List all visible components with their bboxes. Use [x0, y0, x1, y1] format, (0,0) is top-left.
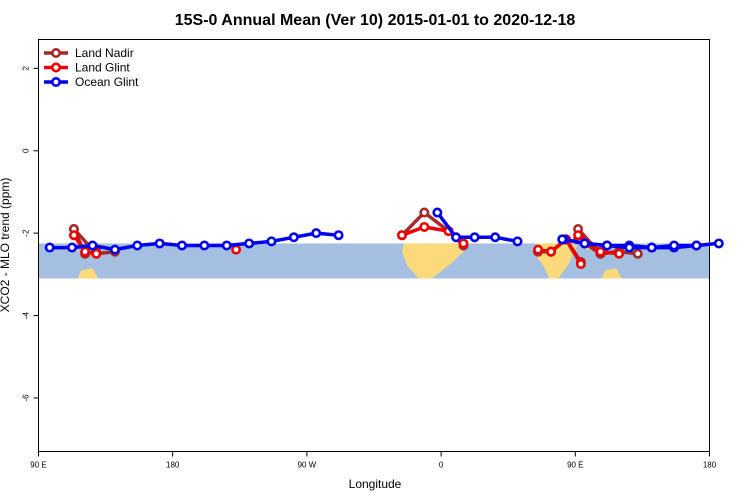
chart-title: 15S-0 Annual Mean (Ver 10) 2015-01-01 to… [175, 12, 576, 29]
series-line-land-glint [537, 237, 583, 265]
data-point-ocean-glint [311, 228, 322, 239]
y-tick-label: -6 [22, 394, 31, 402]
x-tick-label: 90 W [298, 461, 317, 470]
data-point-ocean-glint [713, 238, 724, 249]
data-point-ocean-glint [132, 240, 143, 251]
legend-label-ocean-glint: Ocean Glint [75, 75, 139, 89]
data-point-land-glint [614, 248, 625, 259]
data-point-ocean-glint [432, 207, 443, 218]
land-africa [402, 243, 464, 279]
data-point-ocean-glint [266, 236, 277, 247]
data-point-ocean-glint [512, 236, 523, 247]
y-tick-label: 0 [22, 148, 31, 153]
data-point-land-glint [231, 244, 242, 255]
data-point-land-glint [595, 246, 606, 257]
legend-marker-land-nadir [50, 47, 61, 58]
data-point-ocean-glint [490, 232, 501, 243]
data-point-ocean-glint [624, 242, 635, 253]
data-point-ocean-glint [154, 238, 165, 249]
land-australia-2 [601, 268, 622, 279]
data-point-land-nadir [419, 207, 430, 218]
data-point-land-glint [575, 259, 586, 270]
data-point-ocean-glint [244, 238, 255, 249]
data-point-ocean-glint [601, 240, 612, 251]
data-point-ocean-glint [221, 240, 232, 251]
data-point-ocean-glint [691, 240, 702, 251]
data-point-land-glint [419, 221, 430, 232]
data-point-ocean-glint [109, 244, 120, 255]
x-tick-label: 90 E [567, 461, 583, 470]
x-axis: 90 E 180 90 W 0 90 E 180 [30, 451, 717, 470]
data-point-ocean-glint [67, 242, 78, 253]
data-point-land-glint [396, 230, 407, 241]
data-point-land-glint [573, 230, 584, 241]
data-point-ocean-glint [646, 242, 657, 253]
x-axis-label: Longitude [349, 477, 402, 491]
data-point-ocean-glint [333, 230, 344, 241]
data-point-ocean-glint [669, 240, 680, 251]
data-point-land-glint [458, 238, 469, 249]
data-point-land-glint [91, 248, 102, 259]
x-tick-label: 90 E [30, 461, 46, 470]
y-tick-label: -2 [22, 229, 31, 237]
data-point-land-glint [68, 230, 79, 241]
x-tick-label: 0 [439, 461, 444, 470]
x-tick-label: 180 [166, 461, 180, 470]
data-point-ocean-glint [199, 240, 210, 251]
legend-marker-land-glint [50, 62, 61, 73]
data-point-ocean-glint [177, 240, 188, 251]
legend-marker-ocean-glint [50, 77, 61, 88]
y-axis: 2 0 -2 -4 -6 [22, 66, 39, 402]
series-layer [44, 207, 724, 270]
legend-label-land-glint: Land Glint [75, 61, 130, 75]
data-point-ocean-glint [579, 238, 590, 249]
data-point-land-glint [80, 246, 91, 257]
y-tick-label: -4 [22, 311, 31, 319]
data-point-ocean-glint [451, 232, 462, 243]
x-tick-label: 180 [703, 461, 717, 470]
legend-label-land-nadir: Land Nadir [75, 46, 134, 60]
data-point-ocean-glint [44, 242, 55, 253]
data-point-ocean-glint [288, 232, 299, 243]
data-point-land-nadir [632, 248, 643, 259]
data-point-ocean-glint [87, 240, 98, 251]
data-point-ocean-glint [469, 232, 480, 243]
data-point-land-glint [546, 246, 557, 257]
y-tick-label: 2 [22, 66, 31, 71]
land-australia [77, 268, 99, 279]
data-point-land-glint [533, 244, 544, 255]
y-axis-label: XCO2 - MLO trend (ppm) [0, 178, 12, 313]
data-point-ocean-glint [557, 234, 568, 245]
